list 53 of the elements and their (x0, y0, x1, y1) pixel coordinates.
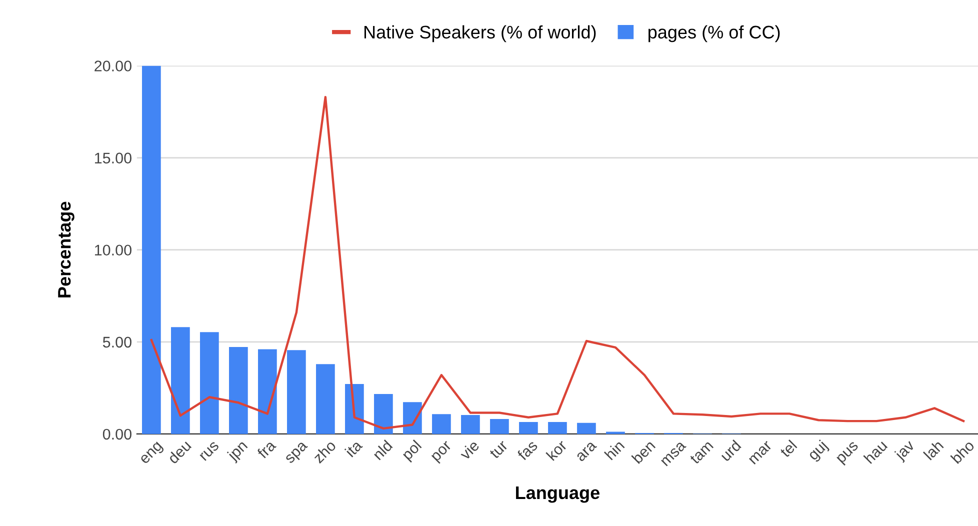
bar (229, 347, 248, 434)
x-tick-label: hin (604, 440, 625, 460)
x-tick-label: hau (863, 440, 888, 464)
bar (142, 66, 161, 434)
x-tick-label: guj (806, 440, 830, 463)
x-tick-label: tam (689, 440, 714, 465)
bar (519, 422, 538, 434)
y-axis-title: Percentage (58, 202, 74, 298)
x-tick-label: spa (285, 440, 310, 466)
x-tick-label: mar (748, 441, 773, 465)
bar (548, 422, 567, 434)
bar (258, 349, 277, 434)
y-tick-label: 15.00 (94, 152, 132, 164)
x-tick-label: por (431, 441, 454, 464)
legend-label: pages (% of CC) (648, 25, 780, 42)
y-tick-label: 0.00 (102, 428, 132, 440)
legend-label: Native Speakers (% of world) (364, 25, 596, 42)
x-tick-label: fra (256, 438, 277, 460)
x-tick-label: pus (836, 441, 861, 466)
bar (461, 414, 480, 434)
x-tick-label: fas (516, 439, 538, 462)
bar (490, 419, 509, 434)
x-tick-label: rus (200, 441, 220, 462)
bar (287, 350, 306, 434)
bar (577, 422, 596, 434)
x-tick-label: eng (140, 442, 165, 466)
line-series (150, 96, 965, 430)
bar (171, 327, 190, 434)
x-tick-label: deu (166, 440, 192, 464)
x-tick-label: vie (458, 439, 480, 461)
y-tick-label: 10.00 (94, 244, 132, 256)
y-tick-label: 20.00 (94, 60, 132, 72)
x-tick-label: kor (546, 438, 568, 462)
x-tick-label: jav (893, 438, 918, 463)
x-tick-label: jpn (226, 440, 250, 464)
x-tick-label: ita (344, 438, 364, 458)
x-tick-label: zho (312, 439, 337, 464)
bar (432, 414, 451, 434)
bar (200, 332, 219, 434)
x-axis-title: Language (516, 486, 600, 503)
x-tick-label: pol (400, 440, 424, 463)
bar (316, 364, 335, 434)
y-tick-label: 5.00 (102, 336, 132, 348)
x-tick-label: tur (489, 440, 508, 460)
x-tick-label: ara (576, 440, 598, 462)
x-tick-label: msa (660, 440, 687, 466)
bar (374, 394, 393, 434)
x-tick-label: ben (631, 440, 656, 464)
x-tick-label: tel (778, 440, 798, 458)
x-tick-label: urd (719, 440, 742, 462)
x-tick-label: nld (372, 440, 393, 460)
x-tick-label: lah (922, 440, 944, 460)
x-tick-label: bho (950, 439, 975, 464)
